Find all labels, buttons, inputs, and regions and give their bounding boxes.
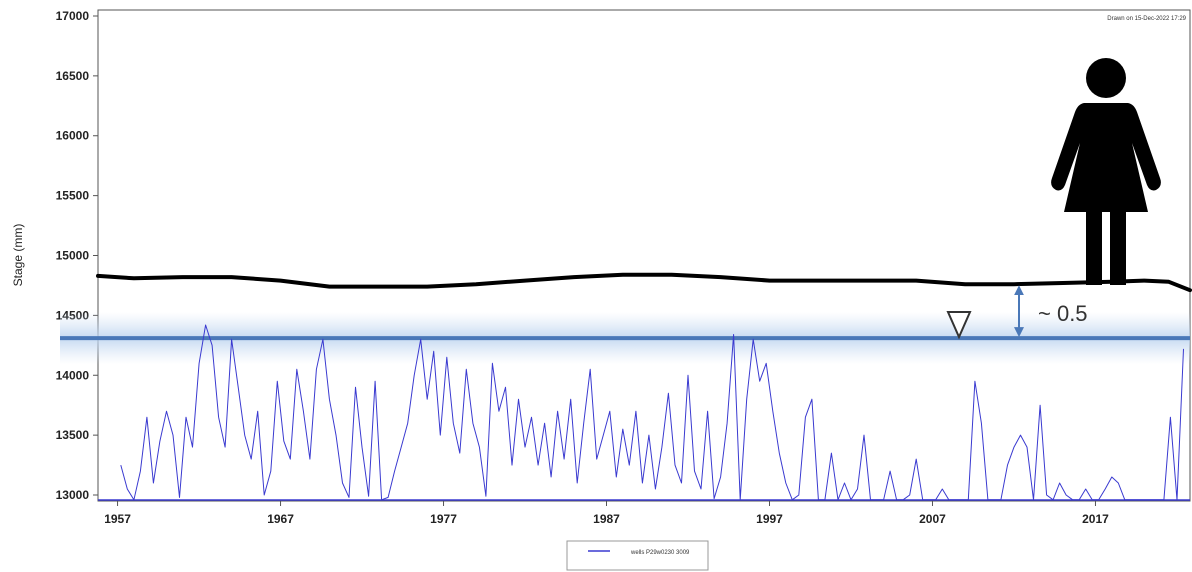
legend-label: wells P29w0230 3009 (630, 550, 690, 556)
plot-frame (97, 9, 1191, 502)
y-tick-label: 15000 (56, 249, 90, 263)
x-tick-label: 2007 (919, 512, 946, 526)
y-tick-label: 16000 (56, 129, 90, 143)
x-tick-label: 1987 (593, 512, 620, 526)
y-tick-label: 16500 (56, 69, 90, 83)
y-tick-label: 13000 (56, 488, 90, 502)
x-tick-label: 1957 (104, 512, 131, 526)
y-tick-label: 15500 (56, 189, 90, 203)
y-tick-label: 17000 (56, 9, 90, 23)
drawn-date-note: Drawn on 15-Dec-2022 17:29 (1107, 16, 1186, 22)
y-axis: 1300013500140001450015000155001600016500… (56, 9, 98, 502)
series-line-bank (96, 272, 1192, 293)
series-line-well (120, 324, 1184, 501)
x-tick-label: 2017 (1082, 512, 1109, 526)
y-axis-title: Stage (mm) (11, 224, 25, 287)
depth-annotation: ~ 0.5 (1038, 301, 1088, 326)
x-tick-label: 1967 (267, 512, 294, 526)
x-axis: 1957 1967 1977 1987 1997 2007 2017 (104, 501, 1109, 526)
y-tick-label: 14000 (56, 368, 90, 382)
water-surface-triangle-icon (946, 311, 972, 340)
person-silhouette-icon (1051, 58, 1161, 285)
legend: wells P29w0230 3009 (566, 540, 709, 571)
x-tick-label: 1997 (756, 512, 783, 526)
y-tick-label: 13500 (56, 428, 90, 442)
x-tick-label: 1977 (430, 512, 457, 526)
